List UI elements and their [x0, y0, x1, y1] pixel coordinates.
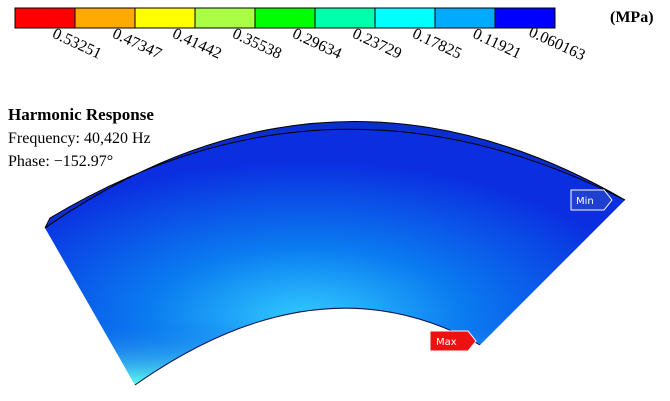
color-bar-label: 0.41442 [170, 25, 224, 62]
model [44, 120, 626, 386]
color-bar-label: 0.17825 [410, 25, 464, 62]
color-bar [14, 7, 556, 29]
color-bar-label: 0.060163 [526, 24, 588, 65]
phase: Phase: −152.97° [8, 153, 113, 170]
color-bar-label: 0.47347 [110, 25, 164, 62]
color-bar-label: 0.29634 [290, 25, 344, 62]
frequency: Frequency: 40,420 Hz [8, 130, 151, 147]
min-probe: Min [570, 189, 613, 211]
result-title: Harmonic Response [8, 105, 154, 124]
color-bar-labels: 0.53251 0.47347 0.41442 0.35538 0.29634 0.237… [50, 24, 588, 65]
color-bar-label: 0.11921 [470, 25, 524, 62]
max-label: Max [436, 337, 457, 348]
min-label: Min [576, 196, 594, 207]
max-probe: Max [429, 330, 477, 352]
unit-label: (MPa) [610, 9, 654, 26]
color-bar-label: 0.53251 [50, 25, 104, 62]
color-bar-label: 0.35538 [230, 25, 284, 62]
color-bar-label: 0.23729 [350, 25, 404, 62]
